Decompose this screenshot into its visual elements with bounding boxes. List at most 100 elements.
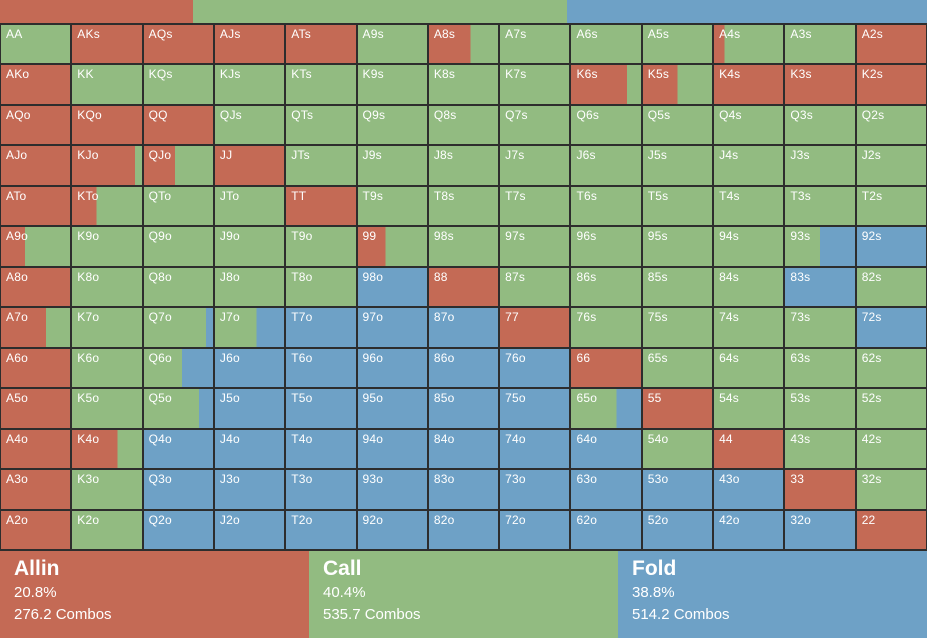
hand-cell-K7o[interactable]: K7o — [72, 308, 142, 347]
hand-cell-Q3o[interactable]: Q3o — [143, 470, 213, 509]
hand-cell-A9s[interactable]: A9s — [357, 25, 427, 64]
hand-cell-82o[interactable]: 82o — [428, 510, 499, 549]
hand-cell-64s[interactable]: 64s — [714, 348, 784, 388]
hand-cell-94o[interactable]: 94o — [357, 429, 427, 469]
hand-cell-33[interactable]: 33 — [785, 470, 855, 509]
hand-cell-JTo[interactable]: JTo — [214, 186, 285, 226]
hand-cell-52s[interactable]: 52s — [856, 389, 926, 428]
hand-cell-A9o[interactable]: A9o — [1, 227, 71, 266]
hand-cell-ATo[interactable]: ATo — [1, 186, 71, 226]
hand-cell-AKo[interactable]: AKo — [1, 65, 71, 104]
hand-cell-A2o[interactable]: A2o — [1, 510, 71, 549]
hand-cell-J5o[interactable]: J5o — [214, 389, 285, 428]
hand-cell-Q7o[interactable]: Q7o — [143, 308, 213, 347]
hand-cell-AQo[interactable]: AQo — [1, 105, 71, 145]
hand-cell-73s[interactable]: 73s — [785, 308, 855, 347]
hand-cell-K5s[interactable]: K5s — [642, 65, 713, 104]
hand-cell-K9o[interactable]: K9o — [72, 227, 142, 266]
hand-cell-T3s[interactable]: T3s — [785, 186, 855, 226]
hand-cell-85o[interactable]: 85o — [428, 389, 499, 428]
hand-cell-T5o[interactable]: T5o — [286, 389, 356, 428]
hand-cell-Q2s[interactable]: Q2s — [856, 105, 926, 145]
hand-cell-74s[interactable]: 74s — [714, 308, 784, 347]
hand-cell-T6o[interactable]: T6o — [286, 348, 356, 388]
hand-cell-A7o[interactable]: A7o — [1, 308, 71, 347]
hand-cell-43o[interactable]: 43o — [714, 470, 784, 509]
hand-cell-96o[interactable]: 96o — [357, 348, 427, 388]
hand-cell-T7s[interactable]: T7s — [500, 186, 570, 226]
hand-cell-86o[interactable]: 86o — [428, 348, 499, 388]
hand-cell-A4o[interactable]: A4o — [1, 429, 71, 469]
hand-cell-A3s[interactable]: A3s — [785, 25, 855, 64]
hand-cell-75s[interactable]: 75s — [642, 308, 713, 347]
hand-cell-65o[interactable]: 65o — [571, 389, 641, 428]
hand-cell-Q6s[interactable]: Q6s — [571, 105, 641, 145]
hand-cell-63o[interactable]: 63o — [571, 470, 641, 509]
hand-cell-K6o[interactable]: K6o — [72, 348, 142, 388]
hand-cell-66[interactable]: 66 — [571, 348, 641, 388]
hand-cell-74o[interactable]: 74o — [500, 429, 570, 469]
hand-cell-T6s[interactable]: T6s — [571, 186, 641, 226]
hand-cell-A5o[interactable]: A5o — [1, 389, 71, 428]
hand-cell-84o[interactable]: 84o — [428, 429, 499, 469]
hand-cell-Q4s[interactable]: Q4s — [714, 105, 784, 145]
hand-cell-A7s[interactable]: A7s — [500, 25, 570, 64]
hand-cell-62s[interactable]: 62s — [856, 348, 926, 388]
hand-cell-62o[interactable]: 62o — [571, 510, 641, 549]
hand-cell-Q8o[interactable]: Q8o — [143, 267, 213, 307]
hand-cell-86s[interactable]: 86s — [571, 267, 641, 307]
hand-cell-94s[interactable]: 94s — [714, 227, 784, 266]
hand-cell-Q8s[interactable]: Q8s — [428, 105, 499, 145]
hand-cell-T5s[interactable]: T5s — [642, 186, 713, 226]
hand-cell-J8o[interactable]: J8o — [214, 267, 285, 307]
hand-cell-32o[interactable]: 32o — [785, 510, 855, 549]
hand-cell-K5o[interactable]: K5o — [72, 389, 142, 428]
hand-cell-Q2o[interactable]: Q2o — [143, 510, 213, 549]
hand-cell-Q4o[interactable]: Q4o — [143, 429, 213, 469]
hand-cell-AJo[interactable]: AJo — [1, 146, 71, 185]
hand-cell-J5s[interactable]: J5s — [642, 146, 713, 185]
hand-cell-K6s[interactable]: K6s — [571, 65, 641, 104]
hand-cell-J3s[interactable]: J3s — [785, 146, 855, 185]
hand-cell-KK[interactable]: KK — [72, 65, 142, 104]
hand-cell-AA[interactable]: AA — [1, 25, 71, 64]
hand-cell-42s[interactable]: 42s — [856, 429, 926, 469]
hand-cell-98s[interactable]: 98s — [428, 227, 499, 266]
hand-cell-J9s[interactable]: J9s — [357, 146, 427, 185]
hand-cell-73o[interactable]: 73o — [500, 470, 570, 509]
hand-cell-K4o[interactable]: K4o — [72, 429, 142, 469]
hand-cell-QTs[interactable]: QTs — [286, 105, 356, 145]
hand-cell-Q3s[interactable]: Q3s — [785, 105, 855, 145]
hand-cell-Q6o[interactable]: Q6o — [143, 348, 213, 388]
summary-panel-call[interactable]: Call 40.4% 535.7 Combos — [309, 551, 618, 638]
hand-cell-76s[interactable]: 76s — [571, 308, 641, 347]
hand-cell-Q7s[interactable]: Q7s — [500, 105, 570, 145]
hand-cell-K2s[interactable]: K2s — [856, 65, 926, 104]
hand-cell-53s[interactable]: 53s — [785, 389, 855, 428]
hand-cell-K7s[interactable]: K7s — [500, 65, 570, 104]
hand-cell-93o[interactable]: 93o — [357, 470, 427, 509]
hand-cell-53o[interactable]: 53o — [642, 470, 713, 509]
hand-cell-JJ[interactable]: JJ — [214, 146, 285, 185]
hand-cell-A8s[interactable]: A8s — [428, 25, 499, 64]
hand-cell-A5s[interactable]: A5s — [642, 25, 713, 64]
hand-cell-QJs[interactable]: QJs — [214, 105, 285, 145]
hand-cell-65s[interactable]: 65s — [642, 348, 713, 388]
hand-cell-99[interactable]: 99 — [357, 227, 427, 266]
hand-cell-22[interactable]: 22 — [856, 510, 926, 549]
hand-cell-83s[interactable]: 83s — [785, 267, 855, 307]
hand-cell-98o[interactable]: 98o — [357, 267, 427, 307]
hand-cell-J2s[interactable]: J2s — [856, 146, 926, 185]
hand-cell-82s[interactable]: 82s — [856, 267, 926, 307]
hand-cell-72s[interactable]: 72s — [856, 308, 926, 347]
hand-cell-J3o[interactable]: J3o — [214, 470, 285, 509]
hand-cell-QQ[interactable]: QQ — [143, 105, 213, 145]
hand-cell-J9o[interactable]: J9o — [214, 227, 285, 266]
hand-cell-83o[interactable]: 83o — [428, 470, 499, 509]
hand-cell-J6o[interactable]: J6o — [214, 348, 285, 388]
hand-cell-JTs[interactable]: JTs — [286, 146, 356, 185]
hand-cell-K4s[interactable]: K4s — [714, 65, 784, 104]
hand-cell-43s[interactable]: 43s — [785, 429, 855, 469]
hand-cell-J7o[interactable]: J7o — [214, 308, 285, 347]
hand-cell-55[interactable]: 55 — [642, 389, 713, 428]
